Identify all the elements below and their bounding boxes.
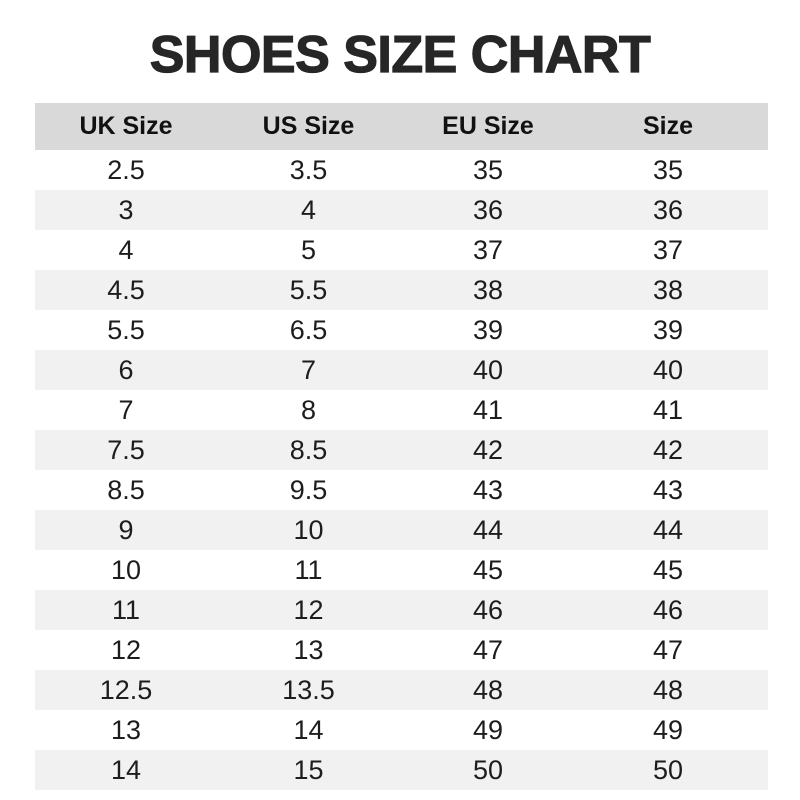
- cell-eu: 43: [472, 475, 504, 505]
- table-row: 11 12 46 46: [35, 590, 768, 630]
- table-row: 4.5 5.5 38 38: [35, 270, 768, 310]
- cell-uk: 7.5: [107, 435, 145, 465]
- table-row: 7 8 41 41: [35, 390, 768, 430]
- cell-us: 5: [300, 235, 317, 265]
- cell-eu: 46: [472, 595, 504, 625]
- cell-size: 35: [652, 155, 684, 185]
- cell-eu: 49: [472, 715, 504, 745]
- cell-eu: 45: [472, 555, 504, 585]
- cell-size: 48: [652, 675, 684, 705]
- cell-size: 40: [652, 355, 684, 385]
- cell-us: 4: [300, 195, 317, 225]
- cell-size: 49: [652, 715, 684, 745]
- cell-uk: 10: [110, 555, 142, 585]
- table-header-row: UK Size US Size EU Size Size: [35, 103, 768, 150]
- table-row: 2.5 3.5 35 35: [35, 150, 768, 190]
- cell-us: 9.5: [289, 475, 328, 505]
- cell-us: 8: [300, 395, 317, 425]
- column-header-size: Size: [582, 103, 768, 150]
- cell-us: 3.5: [289, 155, 328, 185]
- table-row: 4 5 37 37: [35, 230, 768, 270]
- table-row: 12 13 47 47: [35, 630, 768, 670]
- column-header-uk-size: UK Size: [35, 103, 217, 150]
- cell-eu: 38: [472, 275, 504, 305]
- cell-eu: 37: [472, 235, 504, 265]
- cell-uk: 12: [110, 635, 142, 665]
- table-row: 6 7 40 40: [35, 350, 768, 390]
- cell-eu: 50: [472, 755, 504, 785]
- cell-eu: 47: [472, 635, 504, 665]
- cell-uk: 8.5: [107, 475, 145, 505]
- page-title: SHOES SIZE CHART: [149, 25, 651, 84]
- cell-size: 36: [652, 195, 684, 225]
- cell-size: 38: [652, 275, 684, 305]
- cell-us: 14: [293, 715, 324, 745]
- cell-us: 12: [293, 595, 324, 625]
- cell-uk: 11: [111, 595, 141, 625]
- cell-size: 39: [652, 315, 684, 345]
- cell-size: 50: [652, 755, 684, 785]
- cell-size: 45: [652, 555, 684, 585]
- cell-uk: 7: [118, 395, 134, 425]
- cell-size: 37: [652, 235, 684, 265]
- cell-us: 15: [293, 755, 324, 785]
- cell-us: 13.5: [282, 675, 335, 705]
- column-header-eu-size: EU Size: [400, 103, 582, 150]
- cell-size: 44: [652, 515, 684, 545]
- table-row: 3 4 36 36: [35, 190, 768, 230]
- cell-size: 46: [652, 595, 684, 625]
- table-body: 2.5 3.5 35 35 3 4 36 36 4 5 37 37 4.5 5.5 38 38 5.5 6.5 39…: [35, 150, 768, 790]
- cell-eu: 41: [472, 395, 504, 425]
- cell-uk: 6: [118, 355, 134, 385]
- table-header: UK Size US Size EU Size Size: [35, 103, 768, 150]
- cell-us: 11: [294, 555, 323, 585]
- cell-us: 6.5: [289, 315, 328, 345]
- cell-uk: 5.5: [107, 315, 145, 345]
- cell-uk: 14: [110, 755, 142, 785]
- cell-uk: 4.5: [107, 275, 145, 305]
- table-row: 10 11 45 45: [35, 550, 768, 590]
- cell-us: 8.5: [289, 435, 328, 465]
- table-row: 8.5 9.5 43 43: [35, 470, 768, 510]
- cell-us: 13: [293, 635, 324, 665]
- table-row: 5.5 6.5 39 39: [35, 310, 768, 350]
- cell-uk: 12.5: [99, 675, 153, 705]
- cell-size: 42: [652, 435, 684, 465]
- cell-us: 7: [300, 355, 317, 385]
- cell-eu: 44: [472, 515, 504, 545]
- cell-uk: 13: [110, 715, 142, 745]
- cell-us: 5.5: [289, 275, 328, 305]
- cell-uk: 3: [118, 195, 134, 225]
- cell-eu: 39: [472, 315, 504, 345]
- cell-eu: 40: [472, 355, 504, 385]
- cell-uk: 2.5: [107, 155, 145, 185]
- cell-uk: 4: [118, 235, 134, 265]
- cell-size: 43: [652, 475, 684, 505]
- table-row: 7.5 8.5 42 42: [35, 430, 768, 470]
- cell-eu: 48: [472, 675, 504, 705]
- cell-eu: 42: [472, 435, 504, 465]
- table-row: 12.5 13.5 48 48: [35, 670, 768, 710]
- cell-us: 10: [293, 515, 324, 545]
- cell-size: 41: [652, 395, 684, 425]
- table-row: 14 15 50 50: [35, 750, 768, 790]
- cell-uk: 9: [118, 515, 134, 545]
- column-header-us-size: US Size: [217, 103, 400, 150]
- cell-eu: 35: [472, 155, 504, 185]
- cell-eu: 36: [472, 195, 504, 225]
- table-row: 13 14 49 49: [35, 710, 768, 750]
- cell-size: 47: [652, 635, 684, 665]
- table-row: 9 10 44 44: [35, 510, 768, 550]
- size-conversion-table: UK Size US Size EU Size Size 2.5 3.5 35 35 3…: [35, 103, 768, 790]
